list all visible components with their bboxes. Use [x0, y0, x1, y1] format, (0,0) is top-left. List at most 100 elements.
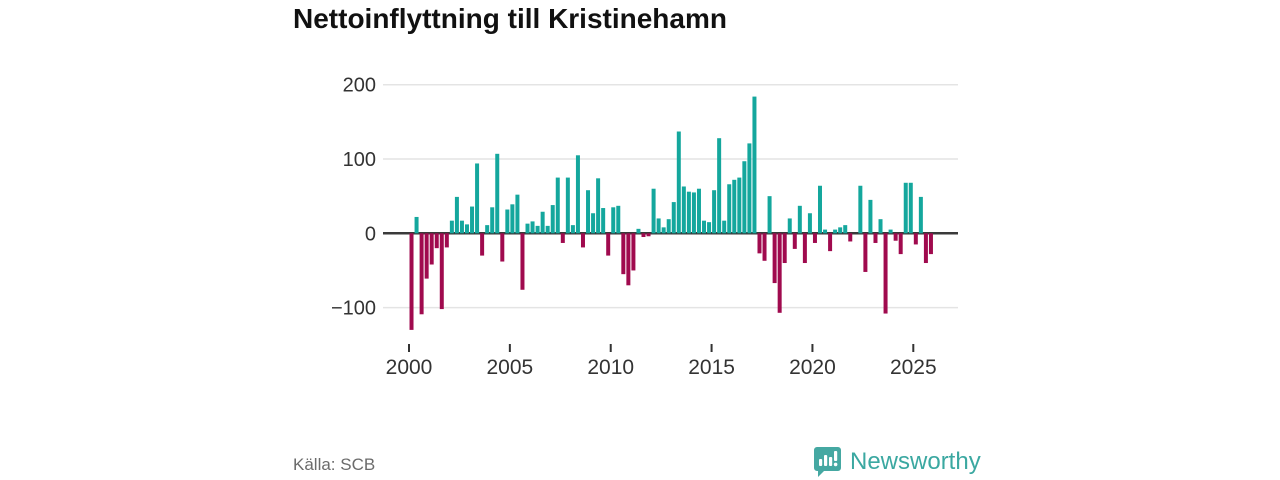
bar	[833, 229, 838, 234]
bar	[873, 233, 878, 243]
bar	[727, 184, 732, 234]
x-axis-tick-label: 2005	[487, 356, 534, 379]
bar	[807, 213, 812, 234]
bar	[838, 227, 843, 234]
bar	[928, 233, 933, 255]
x-axis-tick-label: 2020	[789, 356, 836, 379]
bar	[444, 233, 449, 248]
bar	[631, 233, 636, 271]
bar	[767, 196, 772, 234]
bar	[550, 205, 555, 234]
bar	[812, 233, 817, 243]
bar	[918, 196, 923, 234]
bar	[752, 96, 757, 234]
bar	[923, 233, 928, 264]
bar	[737, 177, 742, 234]
bar	[858, 185, 863, 234]
x-axis-tick-label: 2015	[688, 356, 735, 379]
bar	[419, 233, 424, 315]
bar	[762, 233, 767, 261]
bar	[505, 209, 510, 234]
bar	[621, 233, 626, 275]
bar	[666, 219, 671, 234]
bar	[722, 220, 727, 234]
bar	[772, 233, 777, 284]
bar	[586, 190, 591, 234]
brand-lockup: Newsworthy	[813, 445, 981, 479]
bar	[828, 233, 833, 252]
bar	[646, 233, 651, 237]
bar	[500, 233, 505, 262]
bar	[823, 229, 828, 234]
bar	[702, 220, 707, 234]
bar	[792, 233, 797, 249]
bar	[787, 218, 792, 234]
bar	[495, 153, 500, 234]
y-axis-tick-label: 100	[343, 149, 376, 171]
bar	[525, 223, 530, 234]
bar	[429, 233, 434, 265]
bar	[732, 179, 737, 234]
bar	[883, 233, 888, 314]
bar	[454, 196, 459, 234]
bar	[560, 233, 565, 243]
bar	[707, 222, 712, 234]
bar	[671, 202, 676, 234]
bar	[575, 155, 580, 234]
bar	[535, 225, 540, 234]
bar	[439, 233, 444, 310]
bar	[606, 233, 611, 256]
bar	[818, 185, 822, 234]
bar	[747, 143, 752, 234]
bar	[908, 182, 913, 234]
bar	[530, 221, 535, 234]
bar	[434, 233, 439, 249]
bar	[596, 178, 601, 234]
bar	[580, 233, 585, 248]
bar	[843, 225, 848, 234]
bar	[696, 188, 701, 234]
bar	[409, 233, 414, 330]
bar	[848, 233, 853, 242]
bar	[802, 233, 807, 264]
bar	[520, 233, 525, 290]
bar	[888, 229, 893, 234]
x-axis-tick-label: 2010	[587, 356, 634, 379]
bar	[545, 225, 550, 234]
bar	[540, 211, 545, 234]
bar	[616, 205, 621, 234]
bar	[656, 218, 661, 234]
bar	[424, 233, 429, 279]
bar	[742, 161, 747, 234]
bar	[898, 233, 903, 255]
bar	[797, 205, 802, 234]
bar	[601, 208, 606, 234]
bar	[782, 233, 787, 264]
bar	[777, 233, 782, 313]
bar	[459, 220, 464, 234]
bar	[717, 138, 722, 234]
newsworthy-logo-icon	[813, 446, 842, 478]
chart-title: Nettoinflyttning till Kristinehamn	[293, 3, 727, 34]
bar	[651, 188, 656, 234]
bar	[641, 233, 646, 238]
bar	[903, 182, 908, 234]
bar	[686, 191, 691, 234]
brand-name: Newsworthy	[850, 448, 981, 475]
bar	[636, 228, 641, 234]
bar	[626, 233, 631, 286]
bar	[565, 177, 570, 234]
bar	[878, 219, 883, 234]
bar	[611, 207, 616, 234]
bar	[913, 233, 918, 245]
bar	[475, 163, 480, 234]
bar	[464, 224, 469, 234]
bar	[485, 225, 490, 234]
y-axis-tick-label: 200	[343, 75, 376, 97]
y-axis-tick-label: −100	[331, 298, 376, 320]
bar	[555, 177, 560, 234]
bar	[490, 207, 495, 234]
y-axis-tick-label: 0	[365, 223, 376, 245]
source-note: Källa: SCB	[293, 455, 376, 474]
bar	[661, 227, 666, 234]
